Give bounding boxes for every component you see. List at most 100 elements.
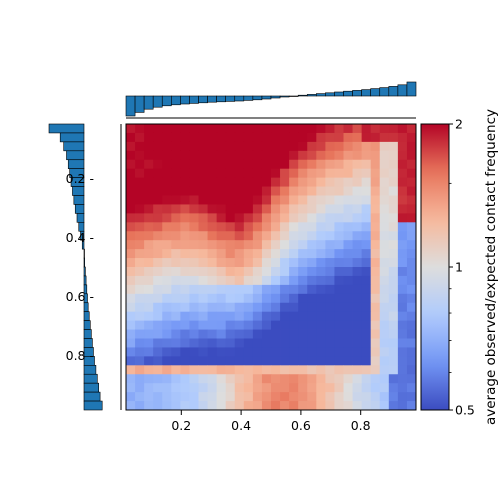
heatmap-cell — [280, 141, 290, 152]
heatmap-cell — [379, 150, 390, 161]
heatmap-cell — [189, 222, 199, 232]
heatmap-cell — [289, 168, 299, 179]
top-marginal-bar — [279, 95, 290, 98]
heatmap-cell — [361, 374, 372, 384]
heatmap-cell — [280, 204, 290, 214]
heatmap-cell — [406, 365, 417, 375]
heatmap-cell — [325, 141, 335, 152]
heatmap-cell — [234, 329, 245, 339]
heatmap-cell — [198, 195, 208, 205]
heatmap-cell — [207, 258, 218, 268]
heatmap-cell — [171, 168, 181, 179]
heatmap-cell — [180, 150, 190, 161]
heatmap-cell — [271, 249, 281, 259]
heatmap-cell — [216, 258, 227, 268]
heatmap-cell — [298, 231, 308, 241]
heatmap-cell — [397, 329, 408, 339]
heatmap-cell — [135, 177, 145, 187]
heatmap-cell — [397, 374, 408, 384]
heatmap-cell — [316, 213, 326, 223]
heatmap-cell — [280, 392, 290, 402]
colorbar: 210.5 average observed/expected contact … — [420, 109, 499, 425]
heatmap-cell — [171, 222, 181, 232]
heatmap-cell — [289, 195, 299, 205]
heatmap-cell — [144, 249, 154, 259]
heatmap-cell — [397, 383, 408, 393]
heatmap-cell — [243, 186, 254, 196]
heatmap-cell — [171, 240, 181, 250]
heatmap-cell — [298, 311, 308, 322]
heatmap-cell — [406, 177, 417, 187]
heatmap-cell — [388, 329, 399, 339]
heatmap-cell — [207, 195, 218, 205]
heatmap-cell — [261, 356, 272, 366]
heatmap-cell — [225, 177, 236, 187]
heatmap-cell — [271, 284, 281, 295]
heatmap-cell — [271, 401, 281, 411]
heatmap-cell — [216, 186, 227, 196]
heatmap-cell — [261, 141, 272, 152]
heatmap-cell — [280, 374, 290, 384]
heatmap-cell — [216, 204, 227, 214]
heatmap-cell — [225, 141, 236, 152]
heatmap-cell — [343, 275, 353, 286]
heatmap-cell — [225, 150, 236, 161]
heatmap-cell — [243, 275, 254, 286]
heatmap-cell — [144, 338, 154, 348]
heatmap-cell — [370, 329, 381, 339]
heatmap-cell — [397, 141, 408, 152]
heatmap-cell — [298, 249, 308, 259]
heatmap-cell — [216, 150, 227, 161]
left-marginal-bar — [81, 239, 85, 250]
heatmap-cell — [298, 284, 308, 295]
heatmap-cell — [406, 222, 417, 232]
heatmap-cell — [280, 249, 290, 259]
heatmap-cell — [289, 347, 299, 357]
heatmap-cell — [261, 195, 272, 205]
heatmap-cell — [180, 383, 190, 393]
heatmap-cell — [261, 311, 272, 322]
heatmap-cell — [216, 338, 227, 348]
heatmap-cell — [397, 222, 408, 232]
heatmap-cell — [252, 302, 263, 313]
heatmap-cell — [189, 150, 199, 161]
heatmap-cell — [207, 267, 218, 277]
heatmap-cell — [135, 275, 145, 286]
heatmap-cell — [252, 177, 263, 187]
heatmap-cell — [144, 159, 154, 170]
heatmap-cell — [370, 195, 381, 205]
heatmap-cell — [289, 275, 299, 286]
heatmap-cell — [189, 141, 199, 152]
heatmap-cell — [379, 347, 390, 357]
heatmap-cell — [261, 347, 272, 357]
heatmap-cell — [225, 356, 236, 366]
heatmap-cell — [207, 401, 218, 411]
heatmap-cell — [379, 320, 390, 330]
heatmap-cell — [334, 249, 344, 259]
heatmap-cell — [126, 374, 136, 384]
heatmap-cell — [289, 365, 299, 375]
heatmap-cell — [307, 293, 317, 304]
heatmap-cell — [325, 302, 335, 313]
heatmap-cell — [307, 329, 317, 339]
heatmap-cell — [162, 347, 172, 357]
heatmap-cell — [243, 284, 254, 295]
left-marginal-bar — [74, 204, 85, 214]
heatmap-cell — [352, 383, 363, 393]
heatmap-cell — [343, 311, 353, 322]
heatmap-cell — [144, 240, 154, 250]
heatmap-cell — [370, 141, 381, 152]
heatmap-cell — [379, 392, 390, 402]
heatmap-cell — [370, 159, 381, 170]
heatmap-cell — [261, 159, 272, 170]
heatmap-cell — [207, 150, 218, 161]
heatmap-cell — [289, 177, 299, 187]
heatmap-cell — [144, 213, 154, 223]
heatmap-cell — [180, 311, 190, 322]
heatmap-cell — [216, 267, 227, 277]
heatmap-cell — [216, 347, 227, 357]
heatmap-cell — [370, 365, 381, 375]
heatmap-cell — [162, 383, 172, 393]
heatmap-cell — [343, 150, 353, 161]
heatmap-cell — [261, 231, 272, 241]
